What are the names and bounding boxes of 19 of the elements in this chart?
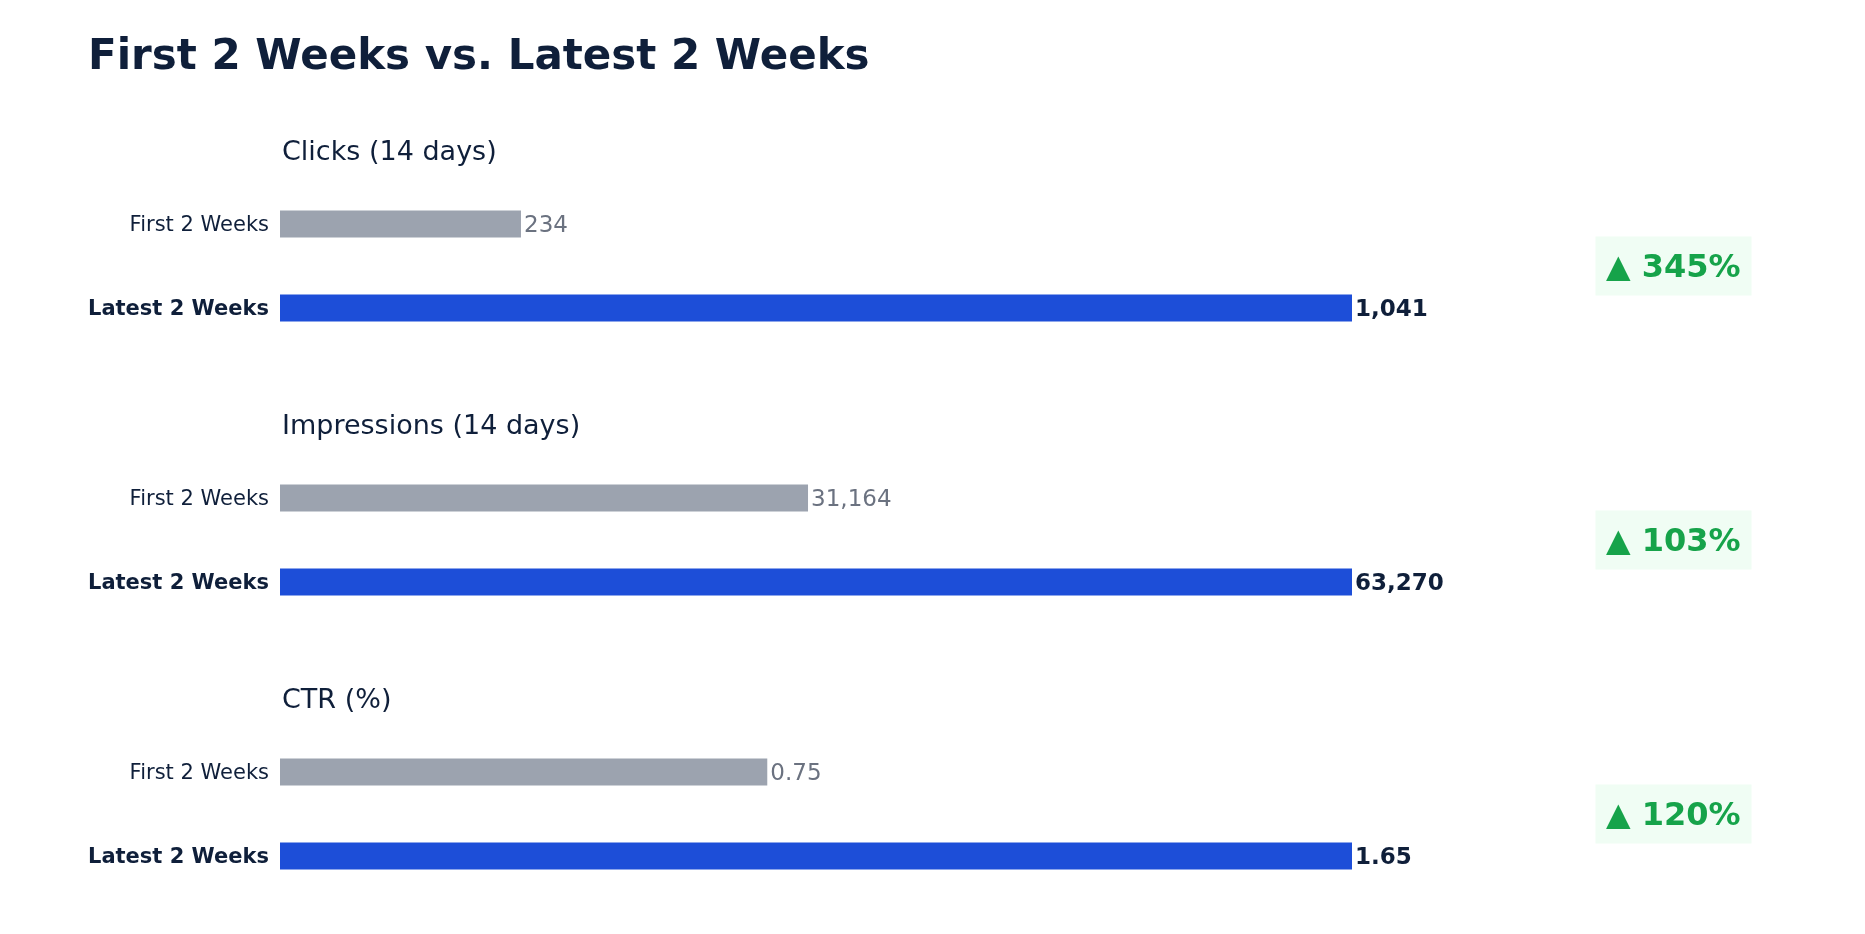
text: ▲ 345% bbox=[1606, 247, 1741, 285]
y-tick-label: First 2 Weeks bbox=[129, 486, 269, 511]
data-label: 234 bbox=[523, 210, 568, 237]
data-label: 31,164 bbox=[811, 484, 892, 511]
chart-subtitle: Clicks (14 days) bbox=[282, 135, 497, 166]
data-label: 1.65 bbox=[1355, 842, 1412, 869]
chart-title: First 2 Weeks vs. Latest 2 Weeks bbox=[88, 29, 870, 79]
chart-title: CTR (%) bbox=[282, 683, 392, 714]
y-tick-label: Latest 2 Weeks bbox=[88, 570, 269, 595]
text: ▲ 103% bbox=[1606, 521, 1741, 559]
data-label: 63,270 bbox=[1355, 568, 1444, 595]
data-label: 1,041 bbox=[1355, 294, 1428, 321]
y-tick-label: Latest 2 Weeks bbox=[88, 296, 269, 321]
text: ▲ 120% bbox=[1606, 795, 1741, 833]
y-tick-label: Latest 2 Weeks bbox=[88, 844, 269, 869]
chart-title: Impressions (14 days) bbox=[282, 409, 581, 440]
y-tick-label: First 2 Weeks bbox=[129, 760, 269, 785]
y-tick-label: First 2 Weeks bbox=[129, 212, 269, 237]
data-label: 0.75 bbox=[770, 758, 822, 785]
